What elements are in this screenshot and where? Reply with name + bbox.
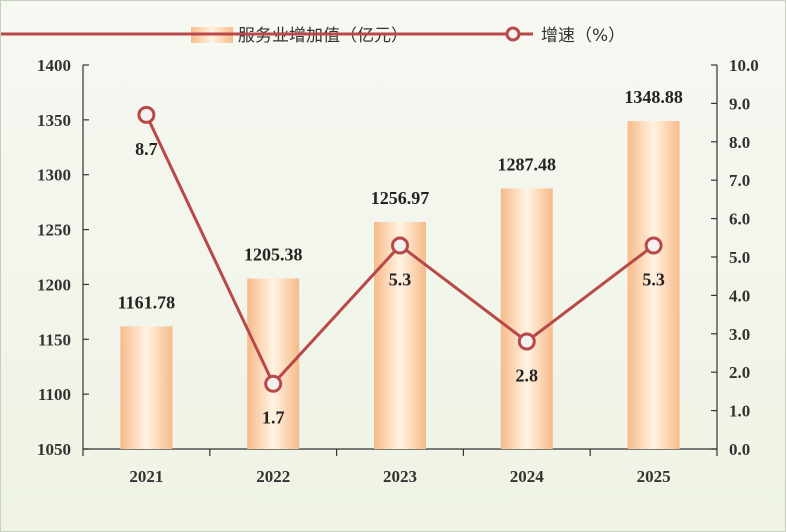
left-tick-label: 1200 <box>37 275 71 294</box>
bar <box>500 188 553 450</box>
growth-point <box>644 236 663 255</box>
growth-value-label: 2.8 <box>516 365 539 385</box>
growth-point <box>137 105 156 124</box>
legend-bar-label: 服务业增加值（亿元） <box>238 26 408 46</box>
left-tick-label: 1050 <box>37 440 71 459</box>
right-tick-label: 9.0 <box>729 94 750 113</box>
left-tick-label: 1400 <box>37 56 71 75</box>
right-tick-label: 0.0 <box>729 440 750 459</box>
x-tick-label: 2023 <box>383 467 417 486</box>
x-tick-label: 2021 <box>129 467 163 486</box>
right-tick-label: 2.0 <box>729 363 750 382</box>
growth-point <box>264 374 283 393</box>
bar-value-label: 1256.97 <box>371 188 430 208</box>
bar-value-label: 1287.48 <box>498 154 557 174</box>
right-tick-label: 6.0 <box>729 210 750 229</box>
left-tick-label: 1150 <box>38 330 71 349</box>
left-tick-label: 1250 <box>37 221 71 240</box>
x-axis: 2021 2022 2023 2024 2025 <box>82 448 718 486</box>
right-tick-label: 4.0 <box>729 286 750 305</box>
bar <box>374 221 426 449</box>
x-tick-label: 2025 <box>637 467 671 486</box>
right-axis: 0.0 1.0 2.0 3.0 4.0 5.0 6.0 7.0 8.0 9.0 10.0 <box>711 56 759 459</box>
left-tick-label: 1100 <box>38 385 71 404</box>
growth-value-label: 5.3 <box>642 269 665 289</box>
growth-value-label: 8.7 <box>135 139 158 159</box>
legend-line-label: 增速（%） <box>541 26 625 46</box>
bar <box>627 121 680 450</box>
right-tick-label: 8.0 <box>729 133 750 152</box>
line-series <box>137 105 663 393</box>
left-tick-label: 1300 <box>37 166 71 185</box>
right-tick-label: 5.0 <box>729 248 750 267</box>
right-tick-label: 3.0 <box>729 325 750 344</box>
right-tick-label: 1.0 <box>729 402 750 421</box>
growth-point <box>391 236 409 255</box>
bar <box>120 326 173 449</box>
x-tick-label: 2022 <box>256 467 290 486</box>
bar-labels: 1161.78 1205.38 1256.97 1287.48 1348.88 <box>118 87 683 312</box>
legend-line-marker <box>505 26 521 42</box>
bar-value-label: 1205.38 <box>244 245 303 265</box>
bar-value-label: 1161.78 <box>118 292 176 312</box>
growth-point <box>517 332 536 351</box>
left-axis: 1050 1100 1150 1200 1250 1300 1350 1400 <box>37 56 89 459</box>
right-tick-label: 7.0 <box>729 171 750 190</box>
x-tick-label: 2024 <box>510 467 545 486</box>
right-tick-label: 10.0 <box>729 56 759 75</box>
legend: 服务业增加值（亿元） 增速（%） <box>1 26 625 46</box>
growth-value-label: 1.7 <box>262 408 285 428</box>
line-labels: 8.7 1.7 5.3 2.8 5.3 <box>135 139 665 428</box>
growth-value-label: 5.3 <box>389 269 412 289</box>
left-tick-label: 1350 <box>37 111 71 130</box>
bar-value-label: 1348.88 <box>624 87 683 107</box>
